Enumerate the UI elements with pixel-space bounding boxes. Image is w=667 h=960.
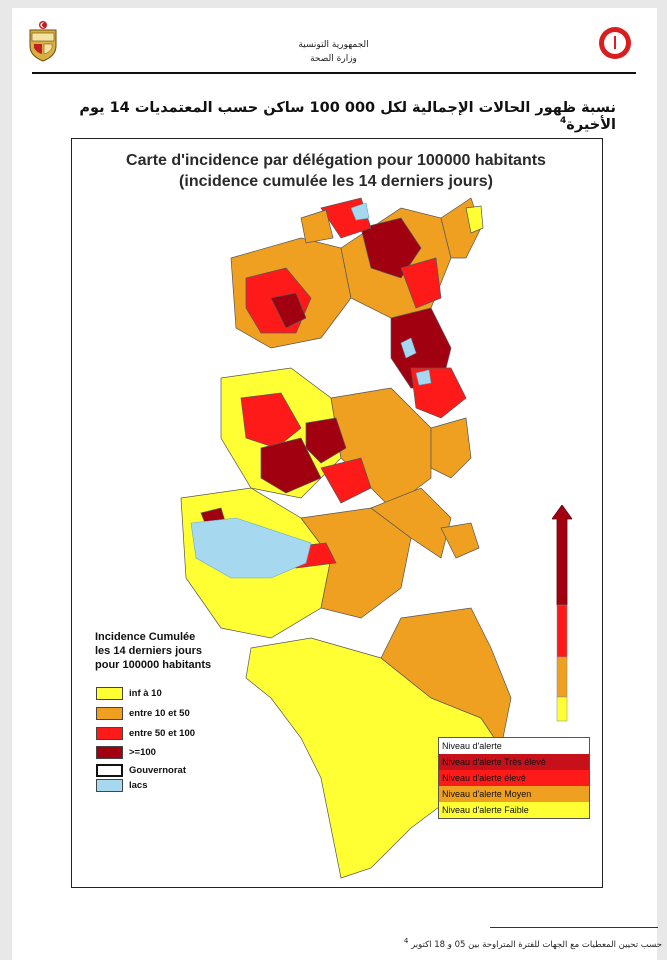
legend-swatch-red bbox=[96, 727, 123, 740]
map-title-line2: (incidence cumulée les 14 derniers jours… bbox=[179, 173, 493, 190]
legend-label: entre 50 et 100 bbox=[129, 728, 196, 739]
delegation-region bbox=[305, 417, 347, 464]
legend-title-line3: pour 100000 habitants bbox=[95, 659, 212, 671]
alert-header: Niveau d'alerte bbox=[442, 741, 502, 751]
legend-label: entre 10 et 50 bbox=[129, 708, 190, 719]
legend-item-100plus: >=100 bbox=[96, 745, 156, 760]
lake bbox=[415, 369, 432, 386]
legend-title: Incidence Cumulée les 14 derniers jours … bbox=[95, 630, 255, 672]
legend-item-inf10: inf à 10 bbox=[96, 686, 162, 701]
delegation-region bbox=[465, 205, 484, 234]
footnote-text: حسب تحيين المعطيات مع الجهات للفترة المت… bbox=[411, 939, 662, 950]
lake bbox=[190, 517, 312, 579]
header-line2: وزارة الصحة bbox=[310, 54, 357, 64]
legend-item-10-50: entre 10 et 50 bbox=[96, 706, 190, 721]
lake bbox=[350, 202, 370, 221]
incidence-map bbox=[180, 197, 512, 879]
legend-title-line1: Incidence Cumulée bbox=[95, 631, 196, 643]
delegation-region bbox=[330, 387, 432, 509]
legend-item-50-100: entre 50 et 100 bbox=[96, 726, 195, 741]
page-title: نسبة ظهور الحالات الإجمالية لكل 000 100 … bbox=[79, 100, 616, 133]
header-line1: الجمهورية التونسية bbox=[298, 40, 369, 50]
legend-label: >=100 bbox=[129, 747, 156, 758]
delegation-region bbox=[300, 209, 334, 244]
alert-very-high: Niveau d'alerte Très élevé bbox=[439, 754, 589, 770]
legend-label: inf à 10 bbox=[129, 688, 162, 699]
legend-swatch-yellow bbox=[96, 687, 123, 700]
alert-low: Niveau d'alerte Faible bbox=[439, 802, 589, 818]
title-footnote-mark: 4 bbox=[560, 116, 567, 126]
delegation-region bbox=[240, 392, 302, 449]
delegation-region bbox=[360, 217, 422, 279]
legend-title-line2: les 14 derniers jours bbox=[95, 645, 202, 657]
delegation-region bbox=[440, 522, 480, 559]
map-title: Carte d'incidence par délégation pour 10… bbox=[71, 150, 601, 192]
delegation-region bbox=[430, 417, 472, 479]
alert-medium: Niveau d'alerte Moyen bbox=[439, 786, 589, 802]
delegation-region bbox=[320, 457, 372, 504]
tunisia-emblem-icon bbox=[29, 21, 57, 62]
legend-item-gouvernorat: Gouvernorat bbox=[96, 763, 186, 778]
lakes-layer bbox=[190, 202, 432, 579]
footnote-divider bbox=[490, 927, 658, 928]
legend-swatch-darkred bbox=[96, 746, 123, 759]
delegation-region bbox=[400, 257, 442, 309]
delegation-region bbox=[270, 292, 307, 329]
footnote-mark: 4 bbox=[403, 936, 409, 945]
legend-label: lacs bbox=[129, 780, 148, 791]
footnote: حسب تحيين المعطيات مع الجهات للفترة المت… bbox=[300, 936, 662, 950]
delegation-regions bbox=[180, 197, 512, 879]
legend-swatch-white bbox=[96, 764, 123, 777]
lake bbox=[400, 337, 417, 359]
ministry-header: الجمهورية التونسية وزارة الصحة bbox=[0, 38, 667, 66]
delegation-region bbox=[260, 437, 322, 494]
alert-level-table: Niveau d'alerte Niveau d'alerte Très éle… bbox=[438, 737, 590, 819]
legend-label: Gouvernorat bbox=[129, 765, 187, 776]
alert-high: Niveau d'alerte élevé bbox=[439, 770, 589, 786]
header-divider bbox=[32, 72, 636, 74]
red-crescent-logo-icon bbox=[599, 27, 631, 59]
legend-swatch-orange bbox=[96, 707, 123, 720]
legend-item-lacs: lacs bbox=[96, 778, 148, 793]
map-title-line1: Carte d'incidence par délégation pour 10… bbox=[126, 152, 546, 169]
alert-scale-arrow bbox=[552, 505, 572, 722]
legend-swatch-lake bbox=[96, 779, 123, 792]
